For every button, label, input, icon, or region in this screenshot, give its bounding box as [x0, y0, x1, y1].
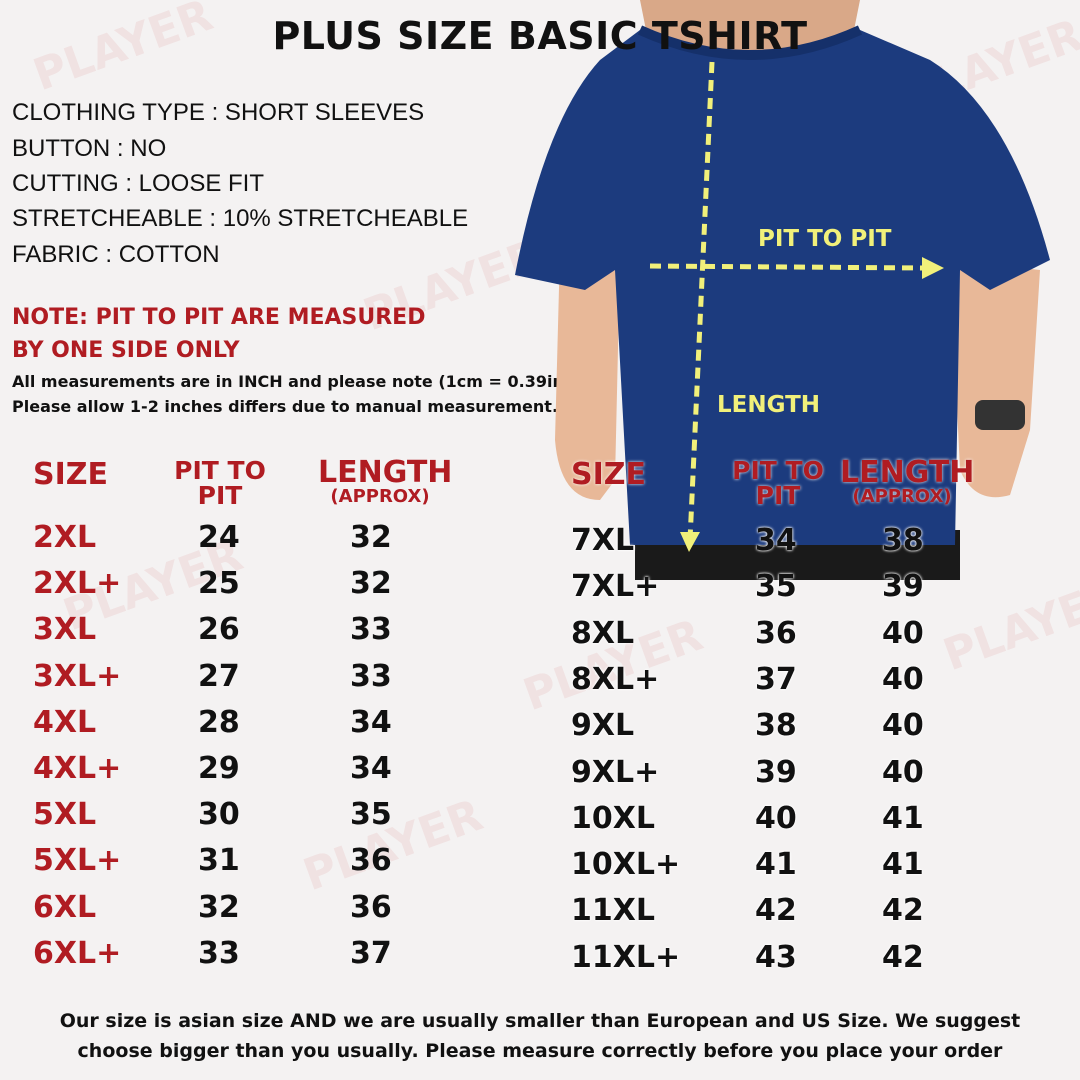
pit-cell: 31: [198, 843, 240, 879]
header-size: SIZE: [571, 457, 647, 492]
size-cell: 7XL+: [571, 569, 660, 605]
length-cell: 33: [350, 658, 392, 694]
pit-cell: 35: [755, 569, 797, 605]
header-length: LENGTH (APPROX): [840, 455, 975, 507]
length-cell: 40: [882, 708, 924, 744]
pit-cell: 42: [755, 893, 797, 929]
pit-guide-line: [649, 263, 926, 271]
left-arm: [555, 250, 620, 500]
size-cell: 4XL: [33, 704, 97, 740]
size-cell: 3XL+: [33, 658, 122, 694]
size-cell: 6XL+: [33, 935, 122, 971]
length-cell: 40: [882, 661, 924, 697]
pit-cell: 39: [755, 754, 797, 790]
spec-button: BUTTON : NO: [12, 135, 167, 162]
pit-to-pit-label: PIT TO PIT: [758, 226, 892, 252]
spec-cutting: CUTTING : LOOSE FIT: [12, 170, 265, 197]
length-cell: 42: [882, 893, 924, 929]
size-cell: 10XL: [571, 800, 655, 836]
length-cell: 38: [882, 523, 924, 558]
header-pit: PIT TO PIT: [172, 458, 268, 508]
pit-cell: 41: [755, 847, 797, 883]
header-pit-line2: PIT: [197, 481, 243, 510]
header-length: LENGTH (APPROX): [318, 455, 453, 507]
size-cell: 5XL+: [33, 843, 122, 879]
size-cell: 5XL: [33, 797, 97, 833]
size-cell: 6XL: [33, 889, 97, 925]
length-cell: 37: [350, 935, 392, 971]
size-cell: 2XL: [33, 520, 97, 555]
tshirt-photo: [515, 0, 1050, 580]
length-label: LENGTH: [717, 392, 821, 418]
length-cell: 32: [350, 566, 392, 602]
length-cell: 40: [882, 615, 924, 651]
size-cell: 4XL+: [33, 751, 122, 786]
length-cell: 39: [882, 569, 924, 605]
arrow-down-icon: [680, 532, 700, 552]
size-cell: 3XL: [33, 612, 97, 648]
pit-cell: 28: [198, 704, 240, 740]
info-line: Please allow 1-2 inches differs due to m…: [12, 397, 559, 416]
header-length-line1: LENGTH: [318, 455, 453, 490]
length-cell: 42: [882, 939, 924, 975]
length-cell: 34: [350, 704, 392, 740]
pit-cell: 32: [198, 889, 240, 925]
note-line: BY ONE SIDE ONLY: [12, 338, 240, 363]
pit-cell: 36: [755, 615, 797, 651]
pit-cell: 33: [198, 935, 240, 971]
length-cell: 36: [350, 843, 392, 879]
size-cell: 2XL+: [33, 566, 122, 602]
spec-stretch: STRETCHEABLE : 10% STRETCHEABLE: [12, 205, 469, 232]
size-cell: 11XL+: [571, 939, 681, 975]
header-pit-line2: PIT: [755, 481, 801, 510]
length-cell: 35: [350, 797, 392, 833]
header-pit-line1: PIT TO: [732, 456, 824, 485]
page-title: PLUS SIZE BASIC TSHIRT: [272, 14, 808, 58]
wristwatch: [975, 400, 1025, 430]
footer-line: choose bigger than you usually. Please m…: [77, 1040, 1003, 1062]
pit-cell: 30: [198, 797, 240, 833]
size-cell: 11XL: [571, 893, 655, 929]
pit-cell: 26: [198, 612, 240, 648]
pit-cell: 37: [755, 661, 797, 697]
header-length-approx: (APPROX): [852, 486, 952, 507]
size-cell: 8XL: [571, 615, 635, 651]
size-cell: 7XL: [571, 523, 635, 558]
length-cell: 33: [350, 612, 392, 648]
size-cell: 10XL+: [571, 847, 681, 883]
header-size: SIZE: [33, 457, 109, 492]
header-length-line1: LENGTH: [840, 455, 975, 490]
note-line: NOTE: PIT TO PIT ARE MEASURED: [12, 305, 426, 330]
size-cell: 8XL+: [571, 661, 660, 697]
pit-cell: 24: [198, 520, 240, 555]
pit-cell: 25: [198, 566, 240, 602]
pit-cell: 38: [755, 708, 797, 744]
pit-cell: 29: [198, 751, 240, 786]
length-cell: 40: [882, 754, 924, 790]
arrow-right-icon: [922, 257, 944, 279]
spec-fabric: FABRIC : COTTON: [12, 241, 220, 268]
length-cell: 41: [882, 800, 924, 836]
info-line: All measurements are in INCH and please …: [12, 372, 593, 391]
pit-cell: 43: [755, 939, 797, 975]
tshirt: [515, 30, 1050, 545]
collar: [637, 25, 863, 60]
right-arm: [950, 260, 1040, 498]
length-guide-line: [687, 61, 715, 541]
size-cell: 9XL: [571, 708, 635, 744]
pit-cell: 40: [755, 800, 797, 836]
spec-clothing-type: CLOTHING TYPE : SHORT SLEEVES: [12, 99, 425, 126]
length-cell: 34: [350, 751, 392, 786]
pit-cell: 27: [198, 658, 240, 694]
length-cell: 36: [350, 889, 392, 925]
length-cell: 41: [882, 847, 924, 883]
length-cell: 32: [350, 520, 392, 555]
footer-line: Our size is asian size AND we are usuall…: [59, 1010, 1021, 1032]
header-pit-line1: PIT TO: [174, 456, 266, 485]
size-cell: 9XL+: [571, 754, 660, 790]
pit-cell: 34: [755, 523, 797, 558]
header-length-approx: (APPROX): [330, 486, 430, 507]
header-pit: PIT TO PIT: [730, 458, 826, 508]
watermark-logo: PLAYER: [296, 789, 490, 902]
